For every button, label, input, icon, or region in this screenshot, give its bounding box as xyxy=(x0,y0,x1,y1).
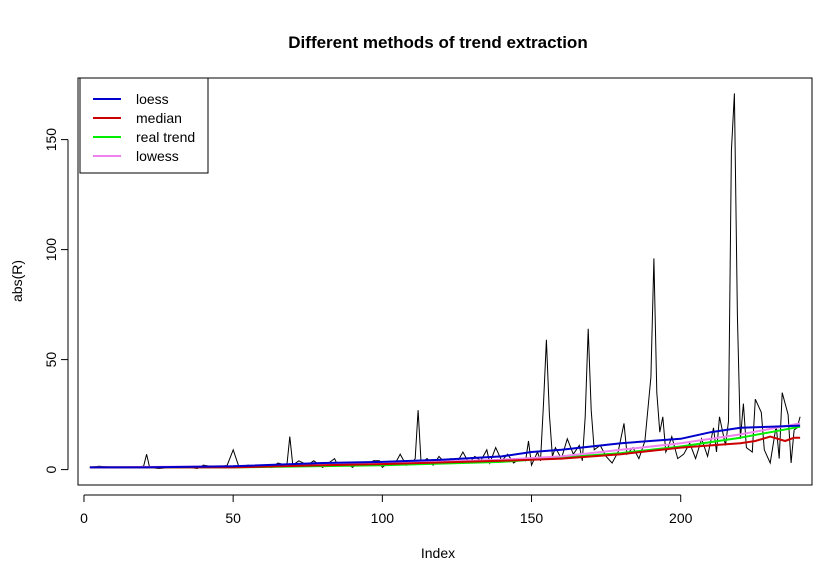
x-tick-label: 100 xyxy=(371,510,395,526)
trend-series-layer xyxy=(89,422,801,469)
x-tick-label: 0 xyxy=(80,510,88,526)
legend-label: loess xyxy=(136,91,169,107)
y-tick-label: 50 xyxy=(43,352,59,368)
legend: loess median real trend lowess xyxy=(79,77,209,174)
x-tick-label: 150 xyxy=(520,510,544,526)
plot-frame xyxy=(77,77,813,486)
y-tick-label: 0 xyxy=(43,465,59,473)
x-tick-label: 50 xyxy=(225,510,241,526)
y-tick-label: 100 xyxy=(43,238,59,262)
series-line-median xyxy=(89,435,801,469)
legend-label: lowess xyxy=(136,148,179,164)
x-tick-label: 200 xyxy=(669,510,693,526)
raw-series-line xyxy=(89,93,801,470)
y-tick-label: 150 xyxy=(43,128,59,152)
legend-label: median xyxy=(136,110,182,126)
raw-series-layer xyxy=(89,93,801,470)
chart-title: Different methods of trend extraction xyxy=(288,33,587,52)
x-axis: 0 50 100 150 200 xyxy=(80,494,693,526)
y-axis: 0 50 100 150 xyxy=(43,128,69,473)
x-axis-label: Index xyxy=(421,545,455,561)
plot-area xyxy=(77,77,813,486)
y-axis-label: abs(R) xyxy=(9,260,25,302)
series-line-loess xyxy=(89,424,801,469)
legend-box xyxy=(79,77,209,174)
legend-label: real trend xyxy=(136,129,195,145)
